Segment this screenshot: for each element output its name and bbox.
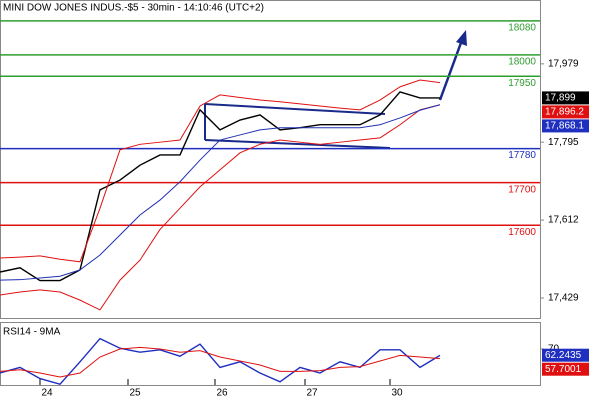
- last-value-label: 17,896.2: [545, 107, 584, 118]
- x-tick-label: 27: [306, 388, 318, 399]
- x-tick-label: 25: [129, 388, 141, 399]
- level-label: 18080: [508, 23, 536, 34]
- last-value-label: 17,868.1: [545, 121, 584, 132]
- y-tick-label: 17,979: [548, 58, 579, 69]
- y-tick-label: 17,612: [548, 215, 579, 226]
- level-label: 17950: [508, 78, 536, 89]
- series-line: [0, 79, 441, 263]
- last-value-label: 17,899: [545, 93, 576, 104]
- level-label: 18000: [508, 57, 536, 68]
- level-label: 17780: [508, 150, 536, 161]
- series-line: [0, 337, 441, 385]
- rsi-title: RSI14 - 9MA: [3, 327, 61, 338]
- chart-title: MINI DOW JONES INDUS.-$5 - 30min - 14:10…: [3, 3, 264, 14]
- x-tick-label: 24: [41, 388, 53, 399]
- arrow: [438, 39, 464, 101]
- trendline: [204, 139, 391, 149]
- x-tick-label: 30: [391, 388, 403, 399]
- last-value-box: [542, 91, 589, 105]
- y-tick-label: 17,795: [548, 137, 579, 148]
- last-value-box: [542, 105, 589, 119]
- arrow-head: [456, 30, 467, 46]
- price-panel: [0, 0, 541, 319]
- y-tick-label: 17,429: [548, 293, 579, 304]
- series-line: [0, 104, 441, 281]
- last-value-label: 62.2435: [545, 350, 582, 361]
- series-line: [0, 346, 441, 378]
- trendline: [204, 103, 386, 115]
- last-value-box: [542, 362, 589, 376]
- last-value-label: 57.7001: [545, 364, 582, 375]
- series-line: [0, 104, 441, 311]
- rsi-panel: [0, 322, 541, 386]
- last-value-box: [542, 119, 589, 133]
- last-value-box: [542, 348, 589, 362]
- series-line: [0, 91, 440, 282]
- level-label: 17700: [508, 184, 536, 195]
- x-tick-label: 26: [216, 388, 228, 399]
- level-label: 17600: [508, 227, 536, 238]
